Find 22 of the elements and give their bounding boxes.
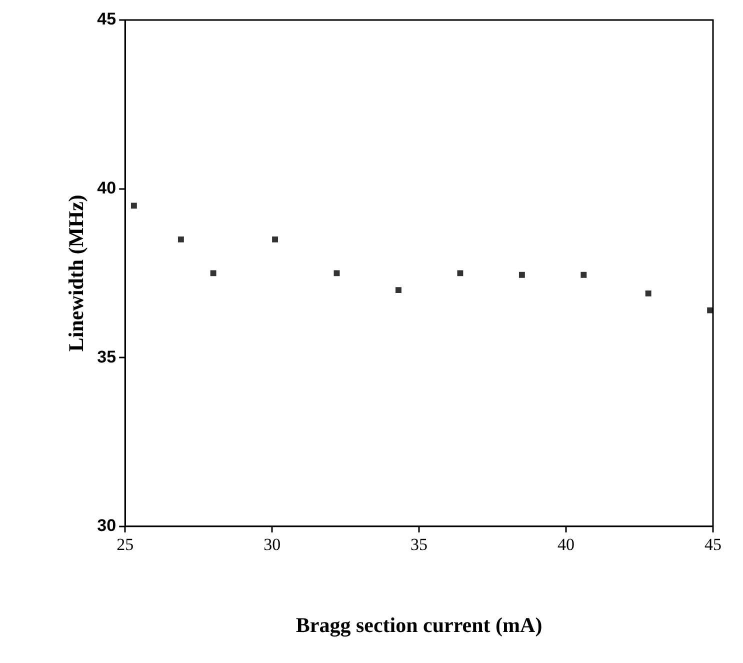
point bbox=[457, 270, 464, 276]
y-axis-title: Linewidth (MHz) bbox=[64, 194, 88, 352]
point bbox=[707, 307, 713, 314]
point bbox=[178, 236, 184, 242]
point bbox=[580, 272, 587, 278]
y-tick-label: 30 bbox=[97, 516, 116, 536]
x-tick-label: 45 bbox=[704, 535, 722, 554]
y-tick-label: 45 bbox=[97, 10, 116, 29]
point bbox=[518, 272, 525, 278]
point bbox=[334, 270, 340, 276]
point bbox=[396, 287, 402, 294]
point bbox=[645, 290, 652, 296]
x-tick-label: 35 bbox=[410, 535, 428, 554]
y-tick-label: 35 bbox=[97, 347, 116, 366]
x-tick-label: 40 bbox=[558, 535, 575, 554]
point bbox=[210, 270, 216, 276]
x-tick-label: 30 bbox=[264, 535, 281, 554]
point bbox=[272, 236, 278, 242]
y-tick-label: 40 bbox=[97, 178, 116, 198]
x-axis-title: Bragg section current (mA) bbox=[296, 612, 542, 637]
point bbox=[130, 202, 137, 209]
x-tick-label: 25 bbox=[116, 535, 134, 554]
